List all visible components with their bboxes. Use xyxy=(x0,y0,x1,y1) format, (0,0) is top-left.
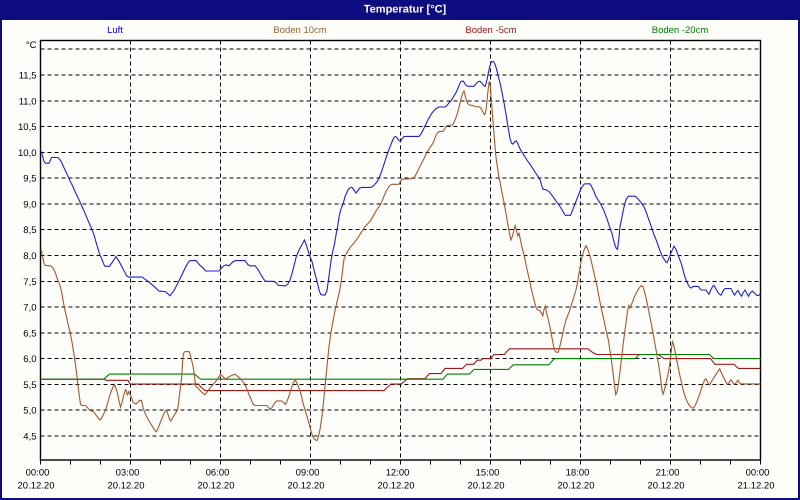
svg-text:Luft: Luft xyxy=(107,25,123,36)
svg-text:8,5: 8,5 xyxy=(23,225,36,236)
svg-text:6,0: 6,0 xyxy=(23,354,36,365)
svg-text:9,5: 9,5 xyxy=(23,174,36,185)
svg-text:Boden -20cm: Boden -20cm xyxy=(652,25,709,36)
svg-text:Temperatur [°C]: Temperatur [°C] xyxy=(364,3,447,15)
svg-text:00:00: 00:00 xyxy=(26,468,50,479)
svg-text:12:00: 12:00 xyxy=(386,468,410,479)
svg-text:10,5: 10,5 xyxy=(18,122,37,133)
svg-text:4,5: 4,5 xyxy=(23,432,36,443)
svg-text:5,5: 5,5 xyxy=(23,380,36,391)
svg-text:20.12.20: 20.12.20 xyxy=(198,481,235,492)
svg-text:6,5: 6,5 xyxy=(23,328,36,339)
svg-text:7,5: 7,5 xyxy=(23,277,36,288)
svg-text:20.12.20: 20.12.20 xyxy=(648,481,685,492)
svg-text:00:00: 00:00 xyxy=(746,468,770,479)
svg-text:8,0: 8,0 xyxy=(23,251,36,262)
svg-text:15:00: 15:00 xyxy=(476,468,500,479)
svg-text:20.12.20: 20.12.20 xyxy=(378,481,415,492)
svg-text:20.12.20: 20.12.20 xyxy=(468,481,505,492)
svg-text:21.12.20: 21.12.20 xyxy=(738,481,775,492)
svg-text:20.12.20: 20.12.20 xyxy=(18,481,55,492)
svg-text:10,0: 10,0 xyxy=(18,148,37,159)
svg-text:06:00: 06:00 xyxy=(206,468,230,479)
svg-text:7,0: 7,0 xyxy=(23,303,36,314)
svg-text:20.12.20: 20.12.20 xyxy=(288,481,325,492)
svg-text:11,0: 11,0 xyxy=(19,96,37,107)
svg-text:9,0: 9,0 xyxy=(23,199,36,210)
svg-text:°C: °C xyxy=(26,40,37,51)
svg-text:03:00: 03:00 xyxy=(116,468,140,479)
svg-text:11,5: 11,5 xyxy=(19,71,37,82)
svg-text:Boden 10cm: Boden 10cm xyxy=(273,25,326,36)
svg-text:21:00: 21:00 xyxy=(656,468,680,479)
svg-text:20.12.20: 20.12.20 xyxy=(108,481,145,492)
svg-text:Boden -5cm: Boden -5cm xyxy=(465,25,516,36)
svg-text:20.12.20: 20.12.20 xyxy=(558,481,595,492)
svg-text:18:00: 18:00 xyxy=(566,468,590,479)
svg-text:5,0: 5,0 xyxy=(23,406,36,417)
svg-text:09:00: 09:00 xyxy=(296,468,320,479)
